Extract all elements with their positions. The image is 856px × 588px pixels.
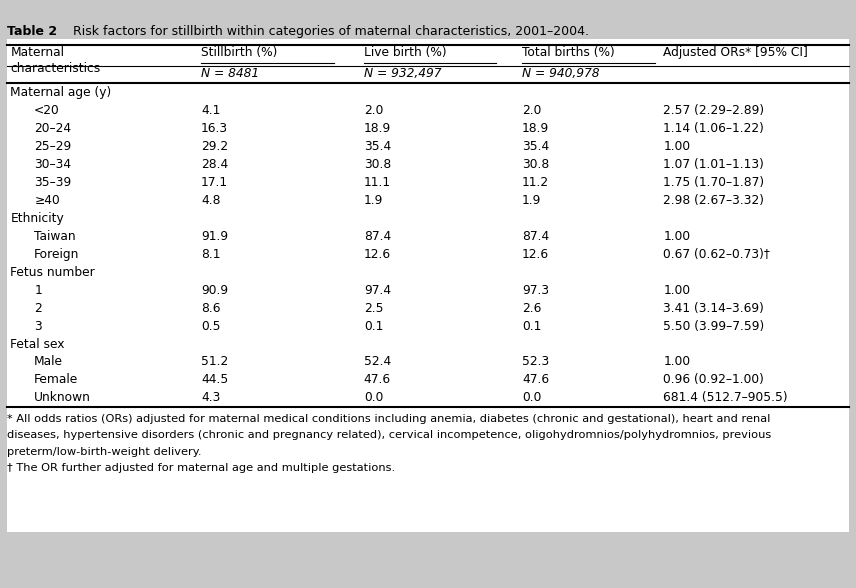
Text: 35.4: 35.4 (522, 141, 550, 153)
Text: 52.4: 52.4 (364, 355, 391, 369)
Text: 2.0: 2.0 (522, 105, 542, 118)
Text: 30–34: 30–34 (34, 158, 71, 171)
Text: * All odds ratios (ORs) adjusted for maternal medical conditions including anemi: * All odds ratios (ORs) adjusted for mat… (7, 414, 770, 424)
Text: Live birth (%): Live birth (%) (364, 46, 447, 59)
Text: 2.5: 2.5 (364, 302, 383, 315)
Text: 11.1: 11.1 (364, 176, 391, 189)
Text: 35.4: 35.4 (364, 141, 391, 153)
Text: 30.8: 30.8 (522, 158, 550, 171)
Text: Table 2: Table 2 (7, 25, 57, 38)
Text: Stillbirth (%): Stillbirth (%) (201, 46, 277, 59)
Text: Ethnicity: Ethnicity (10, 212, 64, 225)
Text: Male: Male (34, 355, 63, 369)
Bar (7, 39, 849, 532)
Text: 2.6: 2.6 (522, 302, 542, 315)
Text: 8.1: 8.1 (201, 248, 221, 261)
Text: 1.00: 1.00 (663, 141, 691, 153)
Text: 1.07 (1.01–1.13): 1.07 (1.01–1.13) (663, 158, 764, 171)
Text: 12.6: 12.6 (364, 248, 391, 261)
Text: Maternal age (y): Maternal age (y) (10, 86, 111, 99)
Text: 91.9: 91.9 (201, 230, 229, 243)
Text: N = 932,497: N = 932,497 (364, 67, 442, 80)
Text: Taiwan: Taiwan (34, 230, 76, 243)
Text: 30.8: 30.8 (364, 158, 391, 171)
Text: 90.9: 90.9 (201, 284, 229, 297)
Text: <20: <20 (34, 105, 60, 118)
Text: 52.3: 52.3 (522, 355, 550, 369)
Text: Maternal
characteristics: Maternal characteristics (10, 46, 100, 75)
Text: 1: 1 (34, 284, 42, 297)
Text: 0.67 (0.62–0.73)†: 0.67 (0.62–0.73)† (663, 248, 770, 261)
Text: 2.98 (2.67–3.32): 2.98 (2.67–3.32) (663, 194, 764, 207)
Text: 44.5: 44.5 (201, 373, 229, 386)
Text: Total births (%): Total births (%) (522, 46, 615, 59)
Text: 4.3: 4.3 (201, 392, 221, 405)
Text: 1.9: 1.9 (364, 194, 383, 207)
Text: Foreign: Foreign (34, 248, 80, 261)
Text: 18.9: 18.9 (364, 122, 391, 135)
Text: 3: 3 (34, 320, 42, 333)
Text: 2.57 (2.29–2.89): 2.57 (2.29–2.89) (663, 105, 764, 118)
Text: 35–39: 35–39 (34, 176, 72, 189)
Text: 0.96 (0.92–1.00): 0.96 (0.92–1.00) (663, 373, 764, 386)
Text: 0.0: 0.0 (364, 392, 383, 405)
Text: 97.4: 97.4 (364, 284, 391, 297)
Text: 3.41 (3.14–3.69): 3.41 (3.14–3.69) (663, 302, 764, 315)
Text: † The OR further adjusted for maternal age and multiple gestations.: † The OR further adjusted for maternal a… (7, 463, 395, 473)
Text: Fetal sex: Fetal sex (10, 338, 65, 350)
Text: 25–29: 25–29 (34, 141, 72, 153)
Text: 16.3: 16.3 (201, 122, 229, 135)
Text: 47.6: 47.6 (364, 373, 391, 386)
Text: 18.9: 18.9 (522, 122, 550, 135)
Text: 12.6: 12.6 (522, 248, 550, 261)
Text: N = 940,978: N = 940,978 (522, 67, 600, 80)
Text: 28.4: 28.4 (201, 158, 229, 171)
Text: 1.00: 1.00 (663, 230, 691, 243)
Text: 1.75 (1.70–1.87): 1.75 (1.70–1.87) (663, 176, 764, 189)
Text: 47.6: 47.6 (522, 373, 550, 386)
Text: 20–24: 20–24 (34, 122, 71, 135)
Text: 87.4: 87.4 (522, 230, 550, 243)
Text: Unknown: Unknown (34, 392, 91, 405)
Text: 1.00: 1.00 (663, 284, 691, 297)
Text: 0.5: 0.5 (201, 320, 221, 333)
Text: 11.2: 11.2 (522, 176, 550, 189)
Text: diseases, hypertensive disorders (chronic and pregnancy related), cervical incom: diseases, hypertensive disorders (chroni… (7, 430, 771, 440)
Text: 17.1: 17.1 (201, 176, 229, 189)
Text: 87.4: 87.4 (364, 230, 391, 243)
Text: 4.1: 4.1 (201, 105, 221, 118)
Text: 0.1: 0.1 (364, 320, 383, 333)
Text: Risk factors for stillbirth within categories of maternal characteristics, 2001–: Risk factors for stillbirth within categ… (65, 25, 589, 38)
Text: 51.2: 51.2 (201, 355, 229, 369)
Text: Female: Female (34, 373, 79, 386)
Text: N = 8481: N = 8481 (201, 67, 259, 80)
Text: 5.50 (3.99–7.59): 5.50 (3.99–7.59) (663, 320, 764, 333)
Text: Adjusted ORs* [95% CI]: Adjusted ORs* [95% CI] (663, 46, 808, 59)
Text: 8.6: 8.6 (201, 302, 221, 315)
Text: 0.1: 0.1 (522, 320, 542, 333)
Text: ≥40: ≥40 (34, 194, 60, 207)
Text: 1.00: 1.00 (663, 355, 691, 369)
Text: 2.0: 2.0 (364, 105, 383, 118)
Text: 1.9: 1.9 (522, 194, 542, 207)
Text: 29.2: 29.2 (201, 141, 229, 153)
Text: 97.3: 97.3 (522, 284, 550, 297)
Text: 4.8: 4.8 (201, 194, 221, 207)
Text: Fetus number: Fetus number (10, 266, 95, 279)
Text: 1.14 (1.06–1.22): 1.14 (1.06–1.22) (663, 122, 764, 135)
Text: 0.0: 0.0 (522, 392, 542, 405)
Text: 2: 2 (34, 302, 42, 315)
Text: 681.4 (512.7–905.5): 681.4 (512.7–905.5) (663, 392, 788, 405)
Text: preterm/low-birth-weight delivery.: preterm/low-birth-weight delivery. (7, 447, 201, 457)
